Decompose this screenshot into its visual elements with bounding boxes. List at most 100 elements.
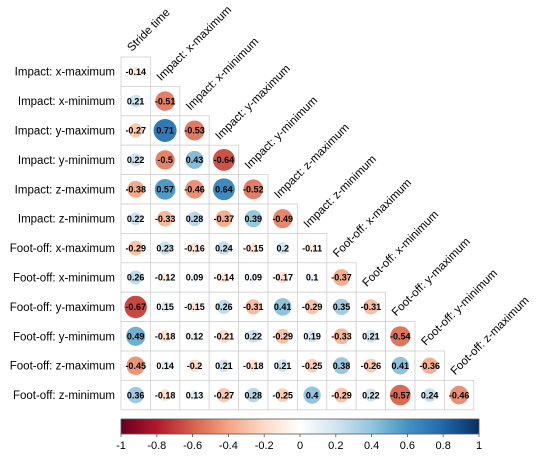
- correlation-value-label: -0.25: [272, 390, 293, 400]
- matrix-cell: [208, 232, 239, 264]
- correlation-circle: [160, 272, 170, 283]
- correlation-value-label: -0.67: [125, 302, 146, 312]
- correlation-value-label: -0.36: [419, 361, 440, 371]
- correlation-circle: [217, 330, 231, 343]
- correlation-circle: [159, 389, 171, 401]
- correlation-circle: [247, 242, 259, 254]
- correlation-value-label: 0.39: [245, 214, 263, 224]
- correlation-circle: [189, 331, 200, 342]
- correlation-circle: [187, 211, 202, 226]
- correlation-circle: [153, 118, 177, 143]
- correlation-value-label: 0.36: [127, 390, 145, 400]
- correlation-circle: [363, 358, 378, 373]
- correlation-circle: [217, 359, 231, 372]
- correlation-circle: [128, 270, 143, 285]
- matrix-cell: [179, 379, 210, 411]
- correlation-value-label: -0.38: [125, 185, 146, 195]
- row-label: Impact: y-maximum: [15, 126, 115, 138]
- correlation-circle: [124, 295, 147, 319]
- color-bar-tick-label: -0.4: [219, 440, 238, 452]
- color-bar-tick-label: 0.2: [328, 440, 343, 452]
- correlation-circle: [333, 357, 350, 375]
- correlation-value-label: -0.31: [243, 302, 264, 312]
- correlation-circle: [126, 326, 146, 346]
- correlation-value-label: -0.27: [125, 126, 146, 136]
- correlation-value-label: -0.29: [331, 390, 352, 400]
- correlation-circle: [243, 179, 264, 200]
- correlation-value-label: 0.28: [245, 390, 263, 400]
- row-label: Impact: y-minimum: [18, 155, 115, 167]
- correlation-value-label: -0.16: [184, 243, 205, 253]
- correlation-circle: [247, 359, 260, 372]
- color-bar-tick-label: -0.6: [183, 440, 202, 452]
- correlation-value-label: 0.15: [156, 302, 174, 312]
- correlation-circle: [334, 387, 349, 403]
- correlation-circle: [333, 328, 350, 345]
- correlation-circle: [159, 360, 171, 371]
- row-label: Foot-off: x-maximum: [10, 243, 115, 255]
- correlation-circle: [275, 328, 291, 344]
- correlation-circle: [216, 387, 232, 403]
- correlation-circle: [307, 243, 317, 253]
- correlation-circle: [449, 385, 469, 405]
- color-bar-tick-label: 0.8: [436, 440, 451, 452]
- correlation-circle: [129, 94, 142, 108]
- correlation-value-label: 0.14: [156, 361, 174, 371]
- correlation-value-label: -0.14: [214, 273, 235, 283]
- correlation-value-label: 0.35: [333, 302, 351, 312]
- correlation-value-label: -0.33: [331, 332, 352, 342]
- correlation-value-label: 0.2: [276, 243, 289, 253]
- correlation-value-label: 0.13: [186, 390, 204, 400]
- correlation-value-label: -0.49: [272, 214, 293, 224]
- correlation-circle: [277, 271, 289, 284]
- correlation-value-label: 0.4: [306, 390, 319, 400]
- correlation-value-label: -0.29: [302, 302, 323, 312]
- correlation-circle: [154, 178, 176, 200]
- correlation-circle: [155, 91, 175, 111]
- correlation-circle: [185, 150, 204, 169]
- color-bar-tick-label: -0.8: [147, 440, 166, 452]
- correlation-value-label: -0.11: [302, 243, 322, 253]
- correlation-value-label: -0.27: [214, 390, 235, 400]
- correlation-value-label: 0.12: [186, 332, 204, 342]
- correlation-value-label: 0.22: [245, 332, 263, 342]
- correlation-value-label: 0.26: [127, 273, 145, 283]
- correlation-circle: [215, 210, 233, 228]
- correlation-value-label: -0.17: [272, 273, 293, 283]
- correlation-circle: [129, 212, 143, 226]
- correlation-value-label: 0.43: [186, 155, 204, 165]
- correlation-circle: [306, 330, 319, 343]
- correlation-circle: [422, 388, 437, 402]
- correlation-circle: [127, 386, 144, 404]
- correlation-value-label: 0.19: [303, 332, 321, 342]
- correlation-value-label: -0.52: [243, 185, 264, 195]
- correlation-value-label: -0.26: [361, 361, 382, 371]
- correlation-circle: [158, 241, 172, 255]
- correlation-circle: [275, 388, 290, 402]
- row-label: Impact: x-minimum: [18, 96, 115, 108]
- correlation-value-label: 0.22: [127, 155, 145, 165]
- correlation-value-label: 0.28: [186, 214, 204, 224]
- color-bar-tick-label: 0.6: [400, 440, 415, 452]
- correlation-value-label: -0.15: [184, 302, 205, 312]
- correlation-value-label: 0.22: [127, 214, 145, 224]
- correlation-circle: [364, 388, 378, 402]
- correlation-circle: [126, 356, 145, 375]
- correlation-circle: [155, 150, 175, 170]
- correlation-value-label: 0.24: [215, 243, 233, 253]
- correlation-value-label: -0.21: [214, 332, 235, 342]
- correlation-value-label: 0.26: [215, 302, 233, 312]
- correlation-value-label: -0.37: [214, 214, 235, 224]
- correlation-circle: [307, 273, 317, 282]
- correlation-circle: [273, 209, 293, 229]
- color-bar-tick-label: 0.4: [364, 440, 379, 452]
- correlation-value-label: -0.31: [361, 302, 382, 312]
- correlation-value-label: 0.71: [156, 126, 174, 136]
- correlation-value-label: 0.09: [186, 273, 204, 283]
- correlation-circle: [364, 330, 378, 343]
- row-label: Impact: z-minimum: [18, 214, 115, 226]
- correlation-value-label: 0.64: [215, 185, 233, 195]
- correlation-value-label: 0.23: [156, 243, 174, 253]
- correlation-value-label: 0.21: [362, 332, 380, 342]
- correlation-circle: [244, 210, 262, 228]
